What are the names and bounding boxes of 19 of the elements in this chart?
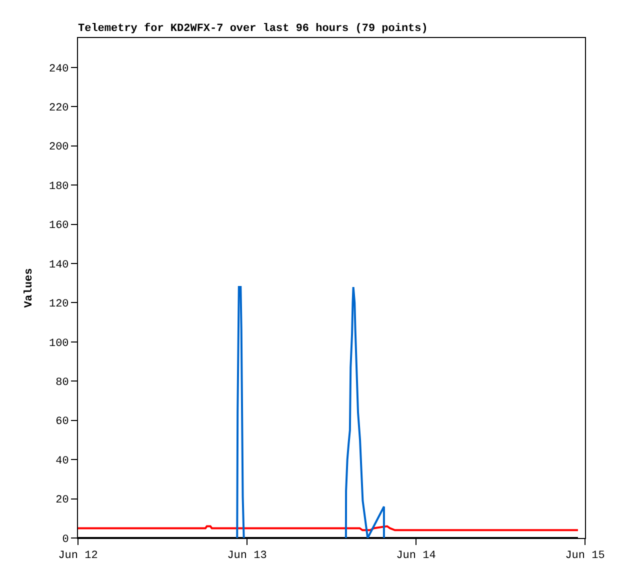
x-tick-label: Jun 12: [58, 550, 98, 562]
y-tick-label: 120: [48, 298, 69, 311]
y-tick-label: 200: [48, 142, 69, 154]
x-tick-label: Jun 13: [227, 550, 267, 562]
y-tick-label: 80: [56, 376, 69, 389]
y-tick-label: 100: [48, 338, 69, 350]
y-tick-label: 0: [62, 534, 69, 546]
chart-title: Telemetry for KD2WFX-7 over last 96 hours (79 points): [78, 22, 428, 35]
y-tick-label: 220: [48, 102, 69, 114]
y-axis-title: Values: [24, 268, 36, 308]
y-tick-label: 20: [56, 494, 69, 507]
y-tick-label: 240: [48, 63, 69, 76]
y-tick-label: 180: [48, 180, 69, 193]
x-tick-label: Jun 15: [565, 550, 605, 562]
y-tick-label: 160: [48, 220, 69, 232]
y-tick-label: 40: [56, 455, 69, 468]
x-tick-label: Jun 14: [396, 550, 436, 562]
y-tick-label: 60: [56, 416, 69, 428]
y-tick-label: 140: [48, 259, 69, 272]
